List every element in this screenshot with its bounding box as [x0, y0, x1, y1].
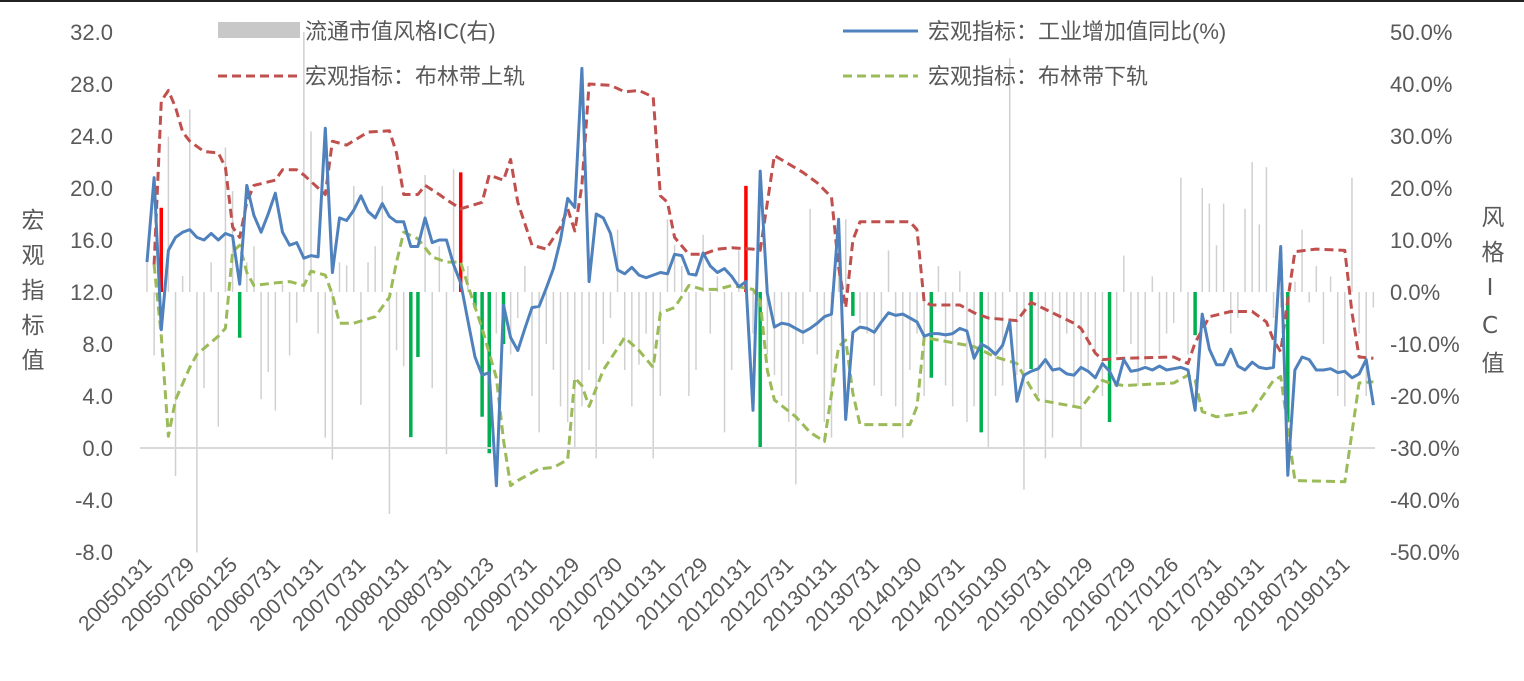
- left-tick-label: 28.0: [70, 72, 113, 97]
- legend-label-lower: 宏观指标：布林带下轨: [928, 64, 1148, 89]
- upper-band-line: [152, 82, 1374, 365]
- right-axis-ticks: 50.0% 40.0% 30.0% 20.0% 10.0% 0.0% -10.0% -20.0…: [1390, 20, 1460, 565]
- legend-label-upper: 宏观指标：布林带上轨: [305, 64, 525, 89]
- legend-label-ic: 流通市值风格IC(右): [305, 19, 496, 44]
- left-tick-label: -4.0: [75, 488, 113, 513]
- left-tick-label: 8.0: [82, 332, 113, 357]
- right-tick-label: 50.0%: [1390, 20, 1452, 45]
- legend: 流通市值风格IC(右) 宏观指标：工业增加值同比(%) 宏观指标：布林带上轨 宏…: [218, 19, 1226, 89]
- x-axis-ticks: 2005013120050729200601252006073120070131…: [74, 553, 1354, 635]
- right-tick-label: 20.0%: [1390, 176, 1452, 201]
- right-tick-label: -10.0%: [1390, 332, 1460, 357]
- right-tick-label: -40.0%: [1390, 488, 1460, 513]
- right-tick-label: 40.0%: [1390, 72, 1452, 97]
- left-tick-label: 16.0: [70, 228, 113, 253]
- series-lines: [145, 66, 1375, 488]
- left-tick-label: -8.0: [75, 540, 113, 565]
- left-axis-title: 宏观指标值: [17, 208, 43, 383]
- left-tick-label: 32.0: [70, 20, 113, 45]
- legend-swatch-ic: [218, 22, 300, 38]
- right-tick-label: 10.0%: [1390, 228, 1452, 253]
- left-tick-label: 0.0: [82, 436, 113, 461]
- left-tick-label: 12.0: [70, 280, 113, 305]
- left-tick-label: 20.0: [70, 176, 113, 201]
- right-tick-label: -50.0%: [1390, 540, 1460, 565]
- right-tick-label: -30.0%: [1390, 436, 1460, 461]
- right-axis-title: 风格IC值: [1477, 205, 1503, 386]
- ip-yoy-line: [145, 66, 1375, 488]
- legend-label-ip: 宏观指标：工业增加值同比(%): [928, 19, 1226, 44]
- left-tick-label: 24.0: [70, 124, 113, 149]
- left-axis-ticks: 32.0 28.0 24.0 20.0 16.0 12.0 8.0 4.0 0.0 -4.0 -8.…: [70, 20, 113, 565]
- top-border: [0, 0, 1524, 2]
- left-tick-label: 4.0: [82, 384, 113, 409]
- right-tick-label: -20.0%: [1390, 384, 1460, 409]
- ic-bars: [146, 32, 1375, 553]
- right-tick-label: 0.0%: [1390, 280, 1440, 305]
- right-tick-label: 30.0%: [1390, 124, 1452, 149]
